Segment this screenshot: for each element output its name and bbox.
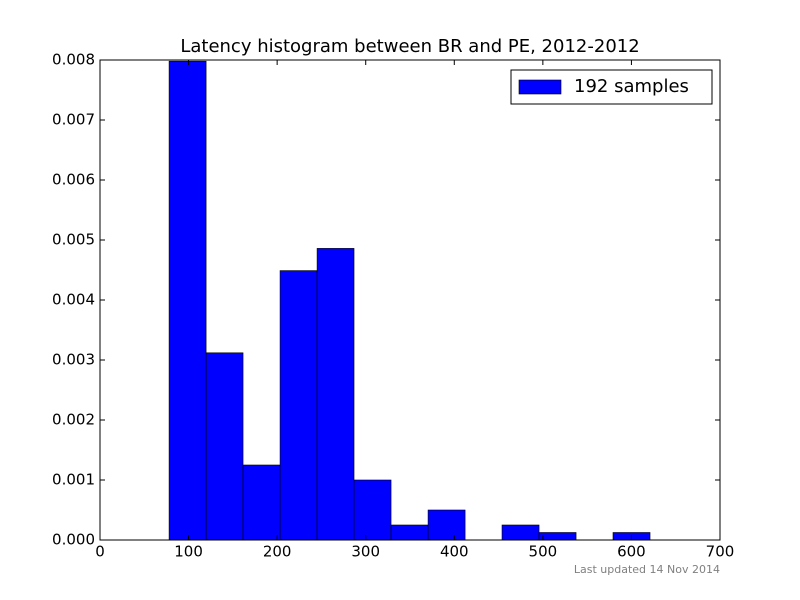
y-tick-label: 0.007 (52, 111, 95, 129)
bar (279, 270, 318, 541)
y-tick-label: 0.002 (52, 411, 95, 429)
x-tick-label: 200 (263, 543, 292, 561)
y-tick-label: 0.001 (52, 471, 95, 489)
x-tick-label: 600 (617, 543, 646, 561)
x-tick-label: 0 (95, 543, 105, 561)
chart-title: Latency histogram between BR and PE, 201… (180, 36, 639, 57)
bar (205, 352, 244, 541)
x-tick-label: 100 (174, 543, 203, 561)
y-tick-label: 0.000 (52, 531, 95, 549)
y-tick-label: 0.005 (52, 231, 95, 249)
y-tick-label: 0.004 (52, 291, 95, 309)
y-tick-label: 0.006 (52, 171, 95, 189)
bar (168, 60, 207, 541)
y-tick-label: 0.003 (52, 351, 95, 369)
bar (501, 524, 540, 541)
x-tick-label: 300 (351, 543, 380, 561)
bar (427, 509, 466, 541)
x-tick-label: 700 (706, 543, 735, 561)
footer: Last updated 14 Nov 2014 (574, 563, 720, 576)
x-tick-label: 400 (440, 543, 469, 561)
y-tick-label: 0.008 (52, 51, 95, 69)
bar (538, 532, 577, 541)
bar (316, 248, 355, 541)
x-tick-label: 500 (529, 543, 558, 561)
bar (353, 479, 392, 541)
legend-swatch (518, 79, 562, 95)
legend-label: 192 samples (574, 76, 689, 97)
bar (242, 464, 281, 541)
bar (390, 524, 429, 541)
